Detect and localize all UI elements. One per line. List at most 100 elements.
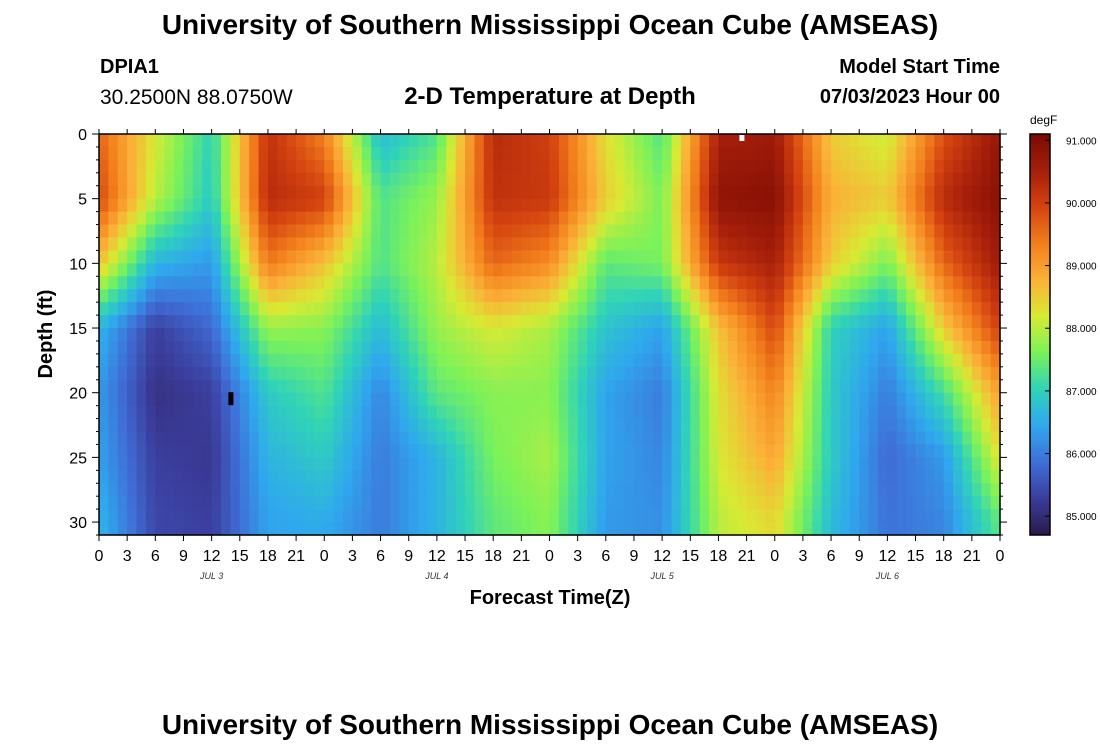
heatmap-cell bbox=[643, 185, 654, 200]
heatmap-cell bbox=[849, 224, 860, 239]
heatmap-cell bbox=[127, 431, 138, 446]
heatmap-cell bbox=[737, 224, 748, 239]
heatmap-cell bbox=[896, 211, 907, 226]
heatmap-cell bbox=[971, 328, 982, 342]
heatmap-cell bbox=[230, 224, 241, 239]
heatmap-cell bbox=[727, 444, 738, 458]
heatmap-cell bbox=[211, 496, 222, 510]
heatmap-cell bbox=[877, 134, 888, 148]
heatmap-cell bbox=[521, 302, 532, 316]
heatmap-cell bbox=[596, 198, 607, 213]
heatmap-cell bbox=[164, 328, 175, 342]
heatmap-cell bbox=[662, 353, 673, 368]
heatmap-cell bbox=[943, 276, 954, 290]
heatmap-cell bbox=[183, 340, 194, 355]
heatmap-cell bbox=[427, 483, 438, 497]
heatmap-cell bbox=[840, 172, 851, 187]
annotation-markers bbox=[228, 135, 745, 406]
heatmap-cell bbox=[643, 172, 654, 187]
heatmap-cell bbox=[774, 224, 785, 239]
heatmap-cell bbox=[145, 276, 156, 290]
heatmap-cell bbox=[314, 418, 325, 433]
heatmap-cell bbox=[117, 159, 128, 174]
heatmap-cell bbox=[155, 146, 166, 161]
heatmap-cell bbox=[887, 457, 898, 471]
heatmap-cell bbox=[868, 444, 879, 458]
heatmap-cell bbox=[746, 289, 757, 303]
heatmap-cell bbox=[521, 289, 532, 303]
heatmap-cell bbox=[906, 392, 917, 407]
heatmap-cell bbox=[671, 509, 682, 523]
heatmap-cell bbox=[202, 470, 213, 484]
heatmap-cell bbox=[324, 496, 335, 510]
heatmap-cell bbox=[521, 353, 532, 368]
heatmap-cell bbox=[737, 263, 748, 277]
heatmap-cell bbox=[239, 340, 250, 355]
heatmap-cell bbox=[511, 509, 522, 523]
heatmap-cell bbox=[399, 211, 410, 226]
heatmap-cell bbox=[934, 211, 945, 226]
heatmap-cell bbox=[418, 328, 429, 342]
heatmap-cell bbox=[887, 470, 898, 484]
heatmap-cell bbox=[605, 263, 616, 277]
heatmap-cell bbox=[699, 379, 710, 394]
heatmap-cell bbox=[633, 224, 644, 239]
heatmap-cell bbox=[793, 444, 804, 458]
heatmap-cell bbox=[521, 340, 532, 355]
heatmap-cell bbox=[127, 302, 138, 316]
heatmap-cell bbox=[605, 509, 616, 523]
heatmap-cell bbox=[399, 289, 410, 303]
heatmap-cell bbox=[868, 470, 879, 484]
heatmap-cell bbox=[352, 263, 363, 277]
heatmap-cell bbox=[643, 392, 654, 407]
heatmap-cell bbox=[953, 353, 964, 368]
heatmap-cell bbox=[145, 172, 156, 187]
heatmap-cell bbox=[540, 302, 551, 316]
heatmap-cell bbox=[389, 146, 400, 161]
heatmap-cell bbox=[709, 444, 720, 458]
heatmap-cell bbox=[746, 237, 757, 252]
heatmap-cell bbox=[465, 366, 476, 381]
heatmap-cell bbox=[343, 198, 354, 213]
heatmap-cell bbox=[671, 457, 682, 471]
heatmap-cell bbox=[249, 522, 260, 536]
heatmap-cell bbox=[380, 522, 391, 536]
heatmap-cell bbox=[680, 276, 691, 290]
heatmap-cell bbox=[418, 366, 429, 381]
x-tick-label: 21 bbox=[738, 548, 756, 565]
heatmap-cell bbox=[624, 392, 635, 407]
heatmap-cell bbox=[493, 134, 504, 148]
heatmap-cell bbox=[108, 431, 119, 446]
heatmap-cell bbox=[802, 431, 813, 446]
heatmap-cell bbox=[530, 315, 541, 329]
heatmap-cell bbox=[765, 328, 776, 342]
heatmap-cell bbox=[737, 457, 748, 471]
heatmap-cell bbox=[530, 496, 541, 510]
heatmap-cell bbox=[174, 418, 185, 433]
heatmap-cell bbox=[436, 276, 447, 290]
heatmap-cell bbox=[615, 328, 626, 342]
heatmap-cell bbox=[249, 509, 260, 523]
heatmap-cell bbox=[812, 483, 823, 497]
heatmap-cell bbox=[671, 470, 682, 484]
heatmap-cell bbox=[446, 315, 457, 329]
heatmap-cell bbox=[943, 250, 954, 264]
heatmap-cell bbox=[615, 159, 626, 174]
heatmap-cell bbox=[249, 457, 260, 471]
heatmap-cell bbox=[633, 353, 644, 368]
heatmap-cell bbox=[418, 146, 429, 161]
heatmap-cell bbox=[474, 263, 485, 277]
heatmap-cell bbox=[737, 172, 748, 187]
heatmap-cell bbox=[145, 392, 156, 407]
heatmap-cell bbox=[343, 211, 354, 226]
heatmap-cell bbox=[812, 431, 823, 446]
heatmap-cell bbox=[371, 405, 382, 420]
heatmap-cell bbox=[718, 185, 729, 200]
heatmap-cell bbox=[164, 211, 175, 226]
heatmap-cell bbox=[605, 392, 616, 407]
heatmap-cell bbox=[859, 366, 870, 381]
heatmap-cell bbox=[915, 134, 926, 148]
heatmap-cell bbox=[136, 198, 147, 213]
heatmap-cell bbox=[230, 315, 241, 329]
heatmap-cell bbox=[924, 159, 935, 174]
